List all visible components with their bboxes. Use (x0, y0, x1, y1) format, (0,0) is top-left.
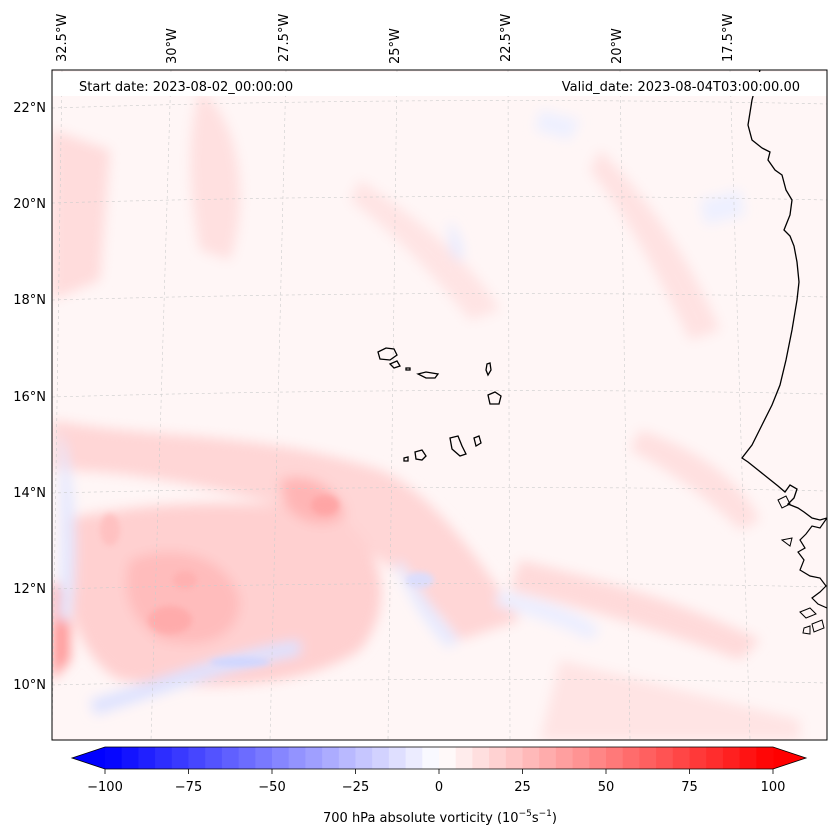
island-fogo (414, 449, 427, 461)
colorbar-extend-low (72, 747, 105, 769)
colorbar-bin (171, 747, 189, 769)
colorbar-bin (121, 747, 139, 769)
colorbar-bin (188, 747, 206, 769)
bijagos-islands (799, 607, 825, 635)
island-sao-nicolau (416, 371, 440, 379)
colorbar-bin (322, 747, 340, 769)
longitude-labels: 32.5°W 30°W 27.5°W 25°W 22.5°W 20°W 17.5… (55, 14, 736, 64)
valid-date-label: Valid_date: 2023-08-04T03:00:00.00 (562, 80, 800, 95)
colorbar-bin (689, 747, 707, 769)
island-santiago (449, 435, 467, 457)
colorbar-bin (372, 747, 390, 769)
colorbar-bin (439, 747, 457, 769)
colorbar-extend-high (773, 747, 806, 769)
colorbar-bin (489, 747, 507, 769)
colorbar-bin (422, 747, 440, 769)
colorbar: −100 −75 −50 −25 0 25 50 75 100 700 hPa absolute… (70, 746, 808, 826)
colorbar-bin (255, 747, 273, 769)
colorbar-bin (288, 747, 306, 769)
lat-label-18n: 18°N (13, 293, 46, 308)
lat-label-12n: 12°N (13, 582, 46, 597)
colorbar-tick-label: 25 (514, 780, 531, 795)
colorbar-bins (72, 747, 806, 769)
colorbar-bin (205, 747, 223, 769)
colorbar-bin (739, 747, 757, 769)
island-sal (485, 362, 492, 377)
colorbar-bin (505, 747, 523, 769)
colorbar-tick-label: −25 (342, 780, 369, 795)
lon-label-20w: 20°W (610, 28, 625, 64)
latitude-labels: 22°N 20°N 18°N 16°N 14°N 12°N 10°N (13, 101, 46, 693)
colorbar-bin (405, 747, 423, 769)
colorbar-bin (455, 747, 473, 769)
colorbar-bin (105, 747, 123, 769)
guinea-bissau-coastline (797, 517, 827, 609)
cabo-verde-islands (377, 347, 502, 462)
colorbar-bin (238, 747, 256, 769)
graticule (52, 70, 827, 740)
start-date-label: Start date: 2023-08-02_00:00:00 (79, 80, 293, 95)
vorticity-field-detail (100, 495, 434, 667)
colorbar-bin (639, 747, 657, 769)
map-panel (52, 70, 827, 740)
colorbar-tick-label: −100 (87, 780, 123, 795)
lon-label-32-5w: 32.5°W (55, 14, 70, 62)
colorbar-bin (656, 747, 674, 769)
lat-label-22n: 22°N (13, 101, 46, 116)
colorbar-bin (272, 747, 290, 769)
africa-coastline (741, 70, 827, 521)
lon-label-17-5w: 17.5°W (721, 14, 736, 62)
colorbar-tick-label: 100 (761, 780, 786, 795)
colorbar-bin (606, 747, 624, 769)
colorbar-bin (572, 747, 590, 769)
island-santo-antao (377, 347, 398, 361)
lat-label-20n: 20°N (13, 197, 46, 212)
colorbar-bin (622, 747, 640, 769)
colorbar-bin (672, 747, 690, 769)
colorbar-bin (472, 747, 490, 769)
map-frame (51, 69, 828, 741)
colorbar-bin (138, 747, 156, 769)
header-strip (52, 72, 827, 96)
colorbar-tick-label: 50 (598, 780, 615, 795)
colorbar-label: 700 hPa absolute vorticity (10−5s−1) (323, 809, 557, 826)
colorbar-tick-label: 75 (681, 780, 698, 795)
colorbar-bin (756, 747, 774, 769)
island-boa-vista (487, 391, 502, 405)
colorbar-bin (722, 747, 741, 769)
island-brava (403, 456, 409, 462)
colorbar-bin (355, 747, 373, 769)
colorbar-bin (539, 747, 557, 769)
colorbar-bin (338, 747, 356, 769)
colorbar-bin (706, 747, 724, 769)
lon-label-25w: 25°W (388, 28, 403, 64)
colorbar-bin (555, 747, 574, 769)
lat-label-16n: 16°N (13, 390, 46, 405)
colorbar-bin (305, 747, 323, 769)
lat-label-10n: 10°N (13, 678, 46, 693)
island-maio (473, 435, 482, 448)
lon-label-30w: 30°W (165, 28, 180, 64)
colorbar-bin (155, 747, 173, 769)
colorbar-tick-label: 0 (435, 780, 443, 795)
island-sao-vicente (388, 360, 401, 369)
lat-label-14n: 14°N (13, 486, 46, 501)
island-small-islet (405, 367, 411, 371)
colorbar-bin (221, 747, 240, 769)
colorbar-ticks: −100 −75 −50 −25 0 25 50 75 100 (87, 769, 785, 795)
colorbar-tick-label: −50 (258, 780, 285, 795)
colorbar-bin (388, 747, 407, 769)
lon-label-27-5w: 27.5°W (277, 14, 292, 62)
colorbar-tick-label: −75 (175, 780, 202, 795)
lon-label-22-5w: 22.5°W (499, 14, 514, 62)
coast-inlet (777, 495, 793, 547)
colorbar-bin (522, 747, 540, 769)
colorbar-bin (589, 747, 607, 769)
